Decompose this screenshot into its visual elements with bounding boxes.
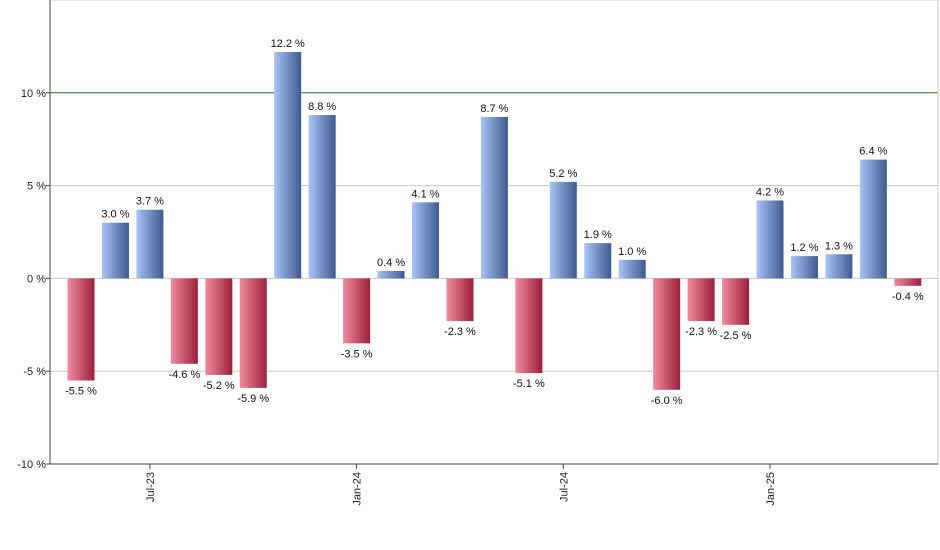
y-tick-label: 0 % (27, 273, 46, 285)
data-labels: -5.5 % 3.0 % 3.7 % -4.6 %-5.2 %-5.9 % 12.2 %… (65, 38, 924, 407)
data-label: -5.9 % (237, 393, 269, 405)
bar (343, 278, 371, 344)
data-label: 3.7 % (136, 196, 164, 208)
data-label: -2.3 % (444, 326, 476, 338)
data-label: 6.4 % (859, 146, 887, 158)
bar (687, 278, 715, 322)
bar (136, 209, 164, 279)
data-label: -0.4 % (892, 291, 924, 303)
bar (67, 278, 95, 381)
data-label: -6.0 % (651, 395, 683, 407)
bar (790, 256, 818, 279)
y-tick-label: -10 % (17, 459, 46, 471)
data-label: -5.5 % (65, 385, 97, 397)
data-label: -4.6 % (168, 369, 200, 381)
x-tick-label: Jul-23 (145, 472, 157, 502)
data-label: 8.8 % (308, 101, 336, 113)
data-label: -2.5 % (720, 330, 752, 342)
data-label: -2.3 % (685, 326, 717, 338)
bar (205, 278, 233, 375)
data-label: 1.9 % (584, 229, 612, 241)
data-label: 8.7 % (480, 103, 508, 115)
bar (722, 278, 750, 325)
data-label: 0.4 % (377, 257, 405, 269)
data-label: -3.5 % (341, 348, 373, 360)
bar (101, 222, 129, 279)
data-label: 1.3 % (825, 240, 853, 252)
bar (653, 278, 681, 390)
bar (377, 270, 405, 279)
x-tick-label: Jan-24 (352, 472, 364, 506)
bar (274, 51, 302, 279)
bar (480, 116, 508, 279)
bar (515, 278, 543, 374)
x-tick-label: Jul-24 (558, 472, 570, 502)
y-tick-label: 5 % (27, 181, 46, 193)
data-label: 4.1 % (411, 188, 439, 200)
bars (67, 51, 922, 390)
bar (584, 243, 612, 279)
bar (308, 115, 336, 279)
bar (894, 278, 922, 286)
bar (825, 254, 853, 279)
bar (446, 278, 474, 322)
bar (756, 200, 784, 279)
data-label: 3.0 % (101, 209, 129, 221)
y-tick-label: 10 % (21, 88, 46, 100)
data-label: -5.2 % (203, 380, 235, 392)
data-label: 1.0 % (618, 246, 646, 258)
data-label: -5.1 % (513, 378, 545, 390)
data-label: 5.2 % (549, 168, 577, 180)
bar (859, 159, 887, 279)
data-label: 1.2 % (790, 242, 818, 254)
bar (549, 181, 577, 279)
axes: -10 % -5 % 0 % 5 % 10 % Jul-23 Jan-24 Jul-24 Jan… (17, 0, 939, 506)
bar (239, 278, 267, 388)
data-label: 4.2 % (756, 186, 784, 198)
x-tick-label: Jan-25 (765, 472, 777, 506)
bar (618, 259, 646, 279)
y-tick-label: -5 % (23, 366, 46, 378)
bar (170, 278, 198, 364)
bar (412, 202, 439, 279)
data-label: 12.2 % (271, 38, 305, 50)
